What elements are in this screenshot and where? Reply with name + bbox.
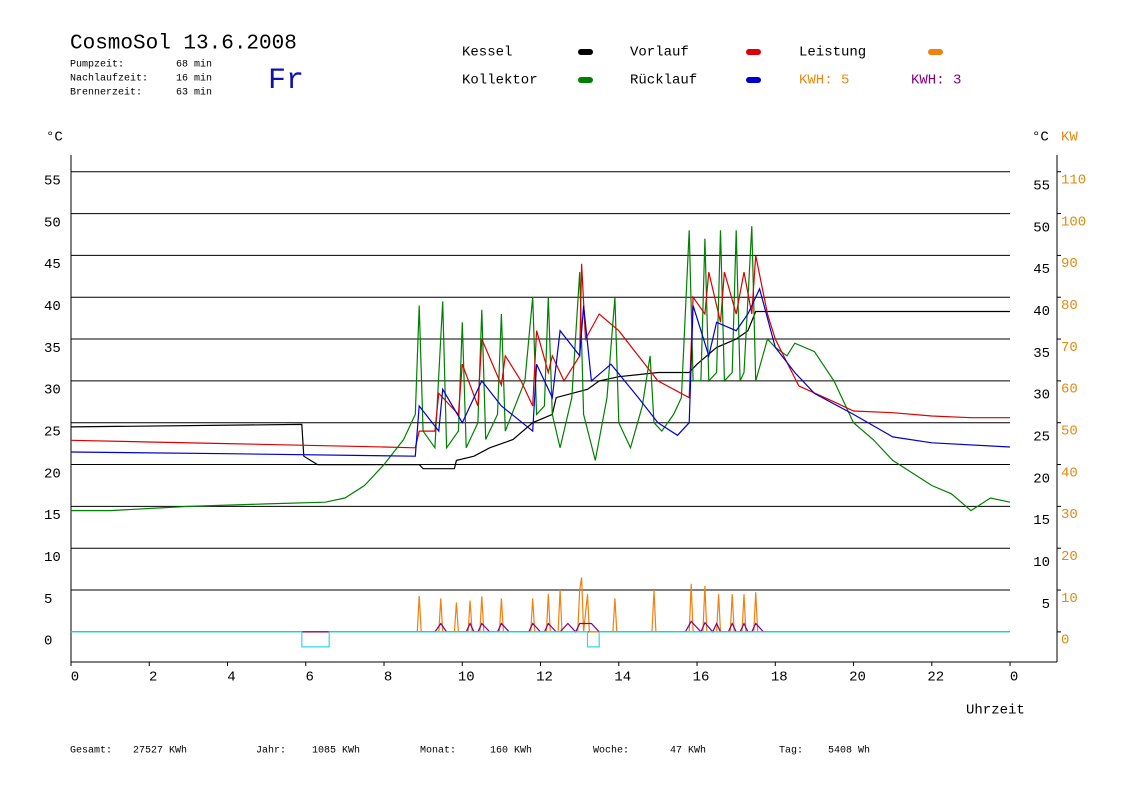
x-tick-label: 20: [849, 670, 866, 686]
footer-label: Woche:: [593, 745, 629, 757]
x-tick-label: 2: [149, 670, 157, 686]
x-tick-label: 0: [71, 670, 79, 686]
y-tick-label: 5: [44, 592, 52, 608]
y2-tick-label: 40: [1061, 465, 1078, 481]
legend-label: Rücklauf: [630, 73, 697, 89]
footer-label: Tag:: [779, 746, 803, 757]
y-tick-label: 40: [44, 299, 61, 315]
weekday: Fr: [268, 64, 304, 98]
y2-tick-label: 110: [1061, 172, 1086, 188]
y-tick-label: 25: [44, 424, 61, 440]
info-label: Nachlaufzeit:: [70, 73, 148, 85]
y-axis-label-right: °C: [1032, 130, 1049, 146]
y2-tick-label: 30: [1061, 507, 1078, 523]
y-tick-label: 0: [44, 634, 52, 650]
legend-label: Kessel: [462, 45, 512, 61]
y-tick-label: 45: [44, 257, 61, 273]
y-tick-label: 20: [44, 466, 61, 482]
x-tick-label: 4: [227, 670, 235, 686]
chart-title: CosmoSol 13.6.2008: [70, 33, 297, 56]
y2-tick-label: 90: [1061, 256, 1078, 272]
y-tick-label-right: 35: [1033, 346, 1050, 362]
y2-tick-label: 10: [1061, 591, 1078, 607]
y2-tick-label: 0: [1061, 633, 1069, 649]
y-tick-label-right: 50: [1033, 220, 1050, 236]
info-value: 63 min: [176, 87, 212, 99]
y-tick-label: 55: [44, 173, 61, 189]
y-tick-label: 35: [44, 341, 61, 357]
info-label: Brennerzeit:: [70, 87, 142, 99]
x-tick-label: 12: [536, 670, 553, 686]
footer-value: 47 KWh: [670, 745, 706, 757]
footer-value: 27527 KWh: [133, 745, 187, 757]
x-tick-label: 8: [384, 670, 392, 686]
y-tick-label-right: 20: [1033, 471, 1050, 487]
x-tick-label: 16: [693, 670, 710, 686]
y-axis-label: °C: [46, 130, 63, 146]
y2-axis-label: KW: [1061, 130, 1078, 146]
x-tick-label: 22: [927, 670, 944, 686]
y-tick-label-right: 55: [1033, 178, 1050, 194]
y-tick-label-right: 30: [1033, 388, 1050, 404]
y-tick-label-right: 40: [1033, 304, 1050, 320]
series-line: [71, 620, 1010, 634]
y-tick-label-right: 5: [1042, 597, 1050, 613]
footer-label: Monat:: [420, 746, 456, 757]
series-line: [71, 226, 1011, 512]
kwh-label: KWH: 3: [911, 73, 961, 89]
x-tick-label: 18: [771, 670, 788, 686]
y-tick-label: 15: [44, 508, 61, 524]
info-label: Pumpzeit:: [70, 59, 124, 71]
y2-tick-label: 70: [1061, 340, 1078, 356]
x-tick-label: 0: [1010, 670, 1018, 686]
legend-label: Kollektor: [462, 73, 538, 89]
series-line: [71, 577, 1010, 633]
info-value: 16 min: [176, 73, 212, 85]
y2-tick-label: 50: [1061, 423, 1078, 439]
legend-label: Vorlauf: [630, 45, 689, 61]
y-tick-label: 50: [44, 215, 61, 231]
kwh-label: KWH: 5: [799, 73, 849, 89]
y2-tick-label: 80: [1061, 298, 1078, 314]
y2-tick-label: 100: [1061, 214, 1086, 230]
x-tick-label: 10: [458, 670, 475, 686]
y-tick-label-right: 10: [1033, 555, 1050, 571]
x-tick-label: 14: [614, 670, 631, 686]
footer-value: 160 KWh: [490, 745, 532, 757]
footer-label: Gesamt:: [70, 746, 112, 757]
series-line: [71, 631, 1010, 648]
y-tick-label-right: 45: [1033, 262, 1050, 278]
series-line: [70, 310, 1010, 470]
y-tick-label: 10: [44, 550, 61, 566]
info-value: 68 min: [176, 59, 212, 71]
footer-value: 5408 Wh: [828, 745, 870, 757]
y-tick-label: 30: [44, 383, 61, 399]
y-tick-label-right: 15: [1033, 513, 1050, 529]
x-axis-label: Uhrzeit: [966, 703, 1025, 719]
legend-label: Leistung: [799, 45, 866, 61]
series-line: [70, 287, 1011, 457]
footer-label: Jahr:: [256, 745, 286, 757]
footer-value: 1085 KWh: [312, 745, 360, 757]
y2-tick-label: 60: [1061, 382, 1078, 398]
y-tick-label-right: 25: [1033, 429, 1050, 445]
series-line: [70, 255, 1010, 449]
y2-tick-label: 20: [1061, 549, 1078, 565]
x-tick-label: 6: [306, 670, 314, 686]
